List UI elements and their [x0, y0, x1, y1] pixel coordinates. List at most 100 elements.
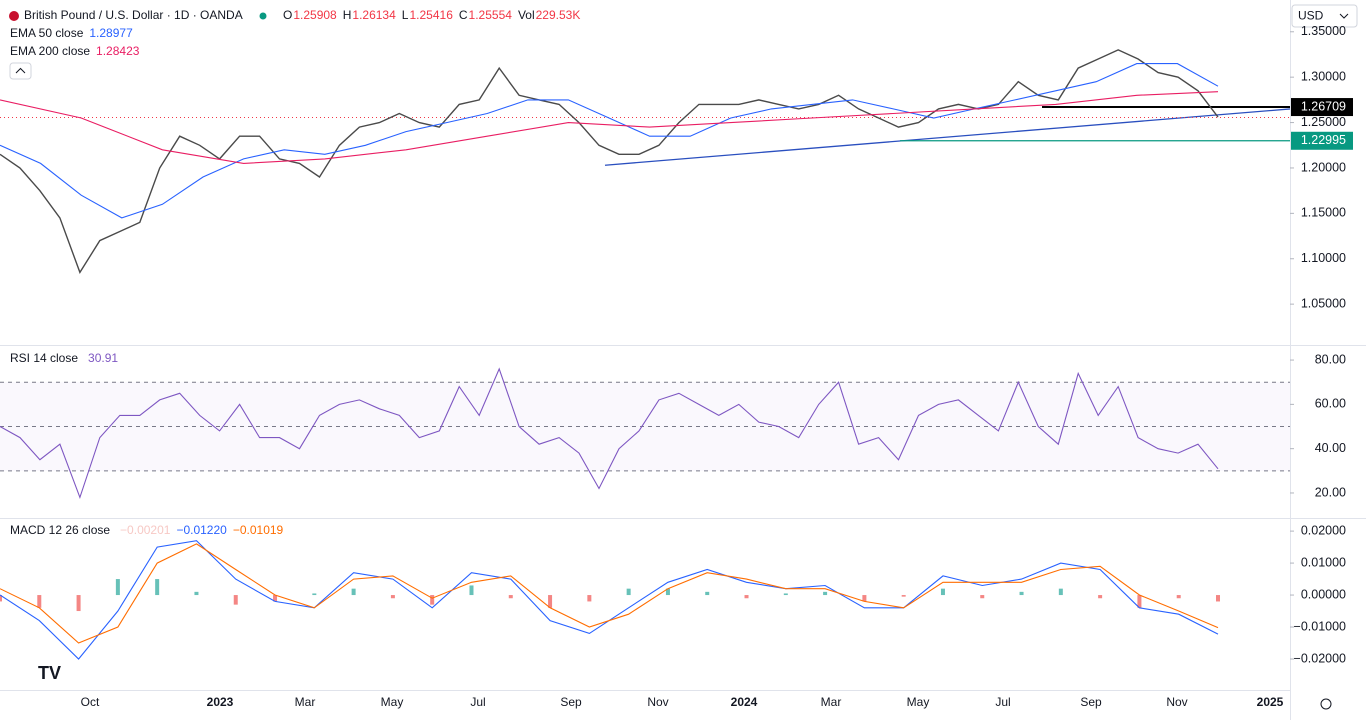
histogram-bar: [351, 588, 356, 596]
histogram-bar: [940, 588, 945, 596]
level-label: 1.26709: [1301, 99, 1346, 113]
legend-value: 30.91: [88, 351, 118, 365]
histogram-bar: [665, 588, 670, 596]
ohlc-label: C: [459, 8, 468, 22]
ohlc-value: 1.25416: [409, 8, 453, 22]
ohlc-label: L: [402, 8, 409, 22]
market-status: [259, 12, 267, 20]
rsi-band-fill: [0, 382, 1290, 471]
histogram-bar: [233, 595, 238, 605]
legend-title: MACD 12 26 close: [10, 523, 110, 537]
y-tick-label: 80.00: [1315, 352, 1346, 366]
legend-title: British Pound / U.S. Dollar · 1D · OANDA: [24, 8, 243, 22]
y-tick-label: 1.10000: [1301, 251, 1346, 265]
histogram-bar: [980, 595, 985, 599]
tv-logo: TV: [38, 663, 61, 683]
y-tick-label: 60.00: [1315, 397, 1346, 411]
histogram-bar: [1098, 595, 1103, 599]
x-tick-label: Mar: [295, 695, 316, 709]
x-tick-label: 2024: [731, 695, 758, 709]
legend-title: RSI 14 close: [10, 351, 78, 365]
histogram-bar: [508, 595, 513, 599]
ohlc-label: H: [343, 8, 352, 22]
collapse-button[interactable]: [9, 62, 32, 80]
histogram-bar: [273, 595, 278, 602]
dropdown-icon: [1339, 13, 1349, 19]
y-tick-label: 0.00000: [1301, 587, 1346, 601]
x-tick-label: 2023: [207, 695, 234, 709]
series-line: [0, 367, 1219, 500]
ohlc-label: Vol: [518, 8, 535, 22]
histogram-bar: [548, 595, 553, 608]
y-tick-label: 20.00: [1315, 485, 1346, 499]
x-tick-label: Sep: [560, 695, 582, 709]
ema-line: [0, 63, 1219, 219]
histogram-bar: [37, 595, 42, 608]
trendline: [604, 108, 1291, 166]
x-tick-label: May: [907, 695, 930, 709]
histogram-bar: [0, 595, 2, 602]
histogram-bar: [1019, 591, 1024, 596]
histogram-bar: [744, 595, 749, 599]
y-tick-label: 1.15000: [1301, 206, 1346, 220]
histogram-bar: [626, 588, 631, 596]
x-tick-label: Oct: [81, 695, 100, 709]
ema-legend-name: EMA 200 close: [10, 44, 90, 58]
ohlc-value: 229.53K: [536, 8, 581, 22]
histogram-bar: [115, 579, 120, 596]
histogram-bar: [1216, 595, 1220, 602]
level-label: 1.22995: [1301, 133, 1346, 147]
x-tick-label: May: [381, 695, 404, 709]
ohlc-value: 1.25908: [293, 8, 337, 22]
x-tick-label: Sep: [1080, 695, 1102, 709]
series-line: [0, 543, 1219, 644]
ema-legend-name: EMA 50 close: [10, 26, 84, 40]
level-label-box: [1291, 131, 1353, 150]
ema-line: [0, 91, 1219, 164]
histogram-bar: [1176, 595, 1181, 599]
histogram-bar: [155, 579, 160, 596]
histogram-bar: [390, 595, 395, 599]
level-label-box: [1291, 98, 1353, 117]
histogram-bar: [1058, 588, 1063, 596]
histogram-bar: [901, 595, 906, 597]
x-tick-label: 2025: [1257, 695, 1284, 709]
histogram-bar: [862, 595, 867, 602]
collapse-icon: [15, 67, 26, 74]
histogram-bar: [705, 591, 710, 596]
legend-value: −0.01019: [233, 523, 284, 537]
x-tick-label: Nov: [1166, 695, 1187, 709]
histogram-bar: [312, 593, 317, 596]
y-tick-label: 1.30000: [1301, 69, 1346, 83]
histogram-bar: [194, 591, 199, 596]
x-tick-label: Jul: [470, 695, 485, 709]
histogram-bar: [1137, 595, 1142, 608]
y-tick-label: 0.02000: [1301, 523, 1346, 537]
y-tick-label: 40.00: [1315, 441, 1346, 455]
legend-value: −0.01220: [176, 523, 227, 537]
histogram-bar: [76, 595, 81, 612]
ema-legend-value: 1.28977: [89, 26, 133, 40]
symbol-icon: [9, 11, 19, 21]
y-tick-label: 1.35000: [1301, 24, 1346, 38]
y-tick-label: 0.01000: [1301, 555, 1346, 569]
ohlc-value: 1.26134: [352, 8, 396, 22]
currency: USD: [1298, 9, 1324, 23]
ohlc-value: 1.25554: [469, 8, 513, 22]
x-tick-label: Mar: [821, 695, 842, 709]
x-tick-label: Jul: [995, 695, 1010, 709]
y-tick-label: −0.01000: [1294, 619, 1347, 633]
histogram-bar: [823, 591, 828, 596]
series-line: [0, 49, 1219, 274]
legend-value: −0.00201: [120, 523, 171, 537]
y-tick-label: 1.25000: [1301, 115, 1346, 129]
settings-icon[interactable]: [1320, 698, 1332, 710]
ema-legend-value: 1.28423: [96, 44, 140, 58]
currency-selector[interactable]: [1291, 4, 1358, 28]
histogram-bar: [469, 585, 474, 596]
histogram-bar: [783, 593, 788, 596]
y-tick-label: 1.20000: [1301, 160, 1346, 174]
histogram-bar: [430, 595, 435, 605]
